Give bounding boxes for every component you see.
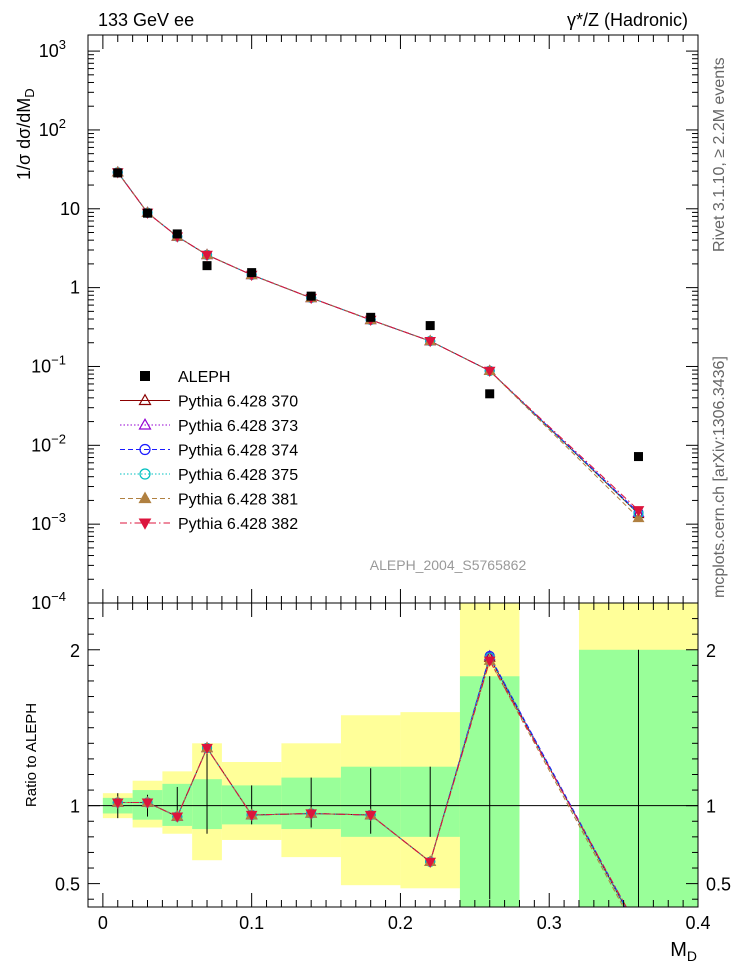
series-line-2 bbox=[117, 172, 639, 513]
ratio-ticks: 0 0.1 0.2 0.3 0.4 0.5 0.5 1 1 2 2 bbox=[55, 603, 731, 933]
legend-label-4: Pythia 6.428 375 bbox=[178, 467, 298, 484]
legend: ALEPH Pythia 6.428 370 Pythia 6.428 373 Pyt… bbox=[120, 369, 298, 533]
series-5-point-9 bbox=[632, 506, 645, 517]
main-y-ticks: 10−4 10−3 10−2 10−1 1 10 102 103 bbox=[31, 37, 698, 613]
series-line-0 bbox=[117, 172, 639, 515]
ratio-x-tick-label-2: 0.2 bbox=[388, 913, 413, 933]
ratio-frame bbox=[87, 602, 699, 908]
ratio-line-5 bbox=[117, 659, 627, 907]
main-y-tick-label-4: 1 bbox=[70, 278, 80, 298]
legend-label-1: Pythia 6.428 370 bbox=[178, 394, 298, 411]
ratio-series-5-point-7 bbox=[424, 857, 437, 868]
legend-marker-4 bbox=[139, 468, 151, 480]
legend-marker-6 bbox=[138, 518, 152, 530]
data-point-6 bbox=[366, 312, 376, 322]
main-y-tick-label-2: 10−2 bbox=[31, 431, 66, 455]
data-point-3 bbox=[202, 261, 212, 271]
ratio-x-tick-label-1: 0.1 bbox=[239, 913, 264, 933]
ratio-x-tick-label-4: 0.4 bbox=[685, 913, 710, 933]
ratio-series-5-point-1 bbox=[141, 798, 154, 809]
legend-label-5: Pythia 6.428 381 bbox=[178, 492, 298, 509]
ratio-series-5-point-4 bbox=[245, 810, 258, 822]
main-y-tick-label-6: 102 bbox=[39, 116, 66, 140]
main-marks bbox=[111, 165, 645, 523]
data-point-8 bbox=[485, 389, 495, 399]
main-y-tick-label-3: 10−1 bbox=[31, 352, 66, 376]
ratio-panel: 0 0.1 0.2 0.3 0.4 0.5 0.5 1 1 2 2 Ratio to ALEPH M… bbox=[23, 602, 731, 964]
legend-entry-6: Pythia 6.428 382 bbox=[120, 516, 298, 533]
header-right: γ*/Z (Hadronic) bbox=[567, 10, 688, 30]
legend-entry-4: Pythia 6.428 375 bbox=[120, 467, 298, 484]
ratio-bands bbox=[88, 603, 698, 907]
ratio-series-5-point-2 bbox=[171, 812, 184, 823]
legend-entry-1: Pythia 6.428 370 bbox=[120, 394, 298, 411]
ratio-y-tick-label-2: 2 bbox=[70, 641, 80, 661]
legend-label-6: Pythia 6.428 382 bbox=[178, 516, 298, 533]
legend-label-2: Pythia 6.428 373 bbox=[178, 418, 298, 435]
ratio-series-5-point-8 bbox=[483, 656, 496, 667]
ratio-y-tick-label-right-1: 1 bbox=[706, 797, 716, 817]
data-point-5 bbox=[306, 291, 316, 301]
legend-marker-0 bbox=[140, 371, 150, 381]
ratio-y-tick-label-0: 0.5 bbox=[55, 875, 80, 895]
data-point-4 bbox=[247, 268, 257, 278]
series-5-point-8 bbox=[483, 366, 496, 378]
ratio-series-5-point-3 bbox=[201, 743, 213, 755]
legend-marker-2 bbox=[138, 418, 152, 430]
data-point-7 bbox=[425, 321, 435, 331]
series-5-point-7 bbox=[424, 336, 437, 348]
series-line-3 bbox=[117, 172, 639, 515]
main-y-tick-label-5: 10 bbox=[60, 199, 80, 219]
ratio-x-tick-label-3: 0.3 bbox=[537, 913, 562, 933]
main-y-tick-label-0: 10−4 bbox=[31, 589, 66, 613]
rivet-label: Rivet 3.1.10, ≥ 2.2M events bbox=[711, 57, 728, 252]
x-axis-label: MD bbox=[670, 939, 697, 964]
series-line-5 bbox=[117, 172, 639, 511]
data-point-0 bbox=[113, 168, 123, 178]
data-point-9 bbox=[633, 452, 643, 462]
ratio-y-tick-label-right-2: 2 bbox=[706, 641, 716, 661]
legend-marker-1 bbox=[138, 393, 152, 406]
main-x-ticks bbox=[102, 35, 699, 603]
analysis-watermark: ALEPH_2004_S5765862 bbox=[370, 557, 527, 573]
mcplots-label: mcplots.cern.ch [arXiv:1306.3436] bbox=[711, 356, 728, 598]
legend-entry-0: ALEPH bbox=[140, 369, 230, 386]
series-5-point-3 bbox=[201, 250, 213, 262]
data-point-1 bbox=[143, 208, 153, 218]
main-y-axis-label: 1/σ dσ/dMD bbox=[14, 88, 37, 180]
ratio-series-5-point-0 bbox=[111, 798, 124, 809]
ratio-series-5-point-6 bbox=[364, 810, 377, 822]
main-y-tick-label-1: 10−3 bbox=[31, 510, 66, 534]
legend-entry-2: Pythia 6.428 373 bbox=[120, 418, 298, 435]
ratio-y-axis-label: Ratio to ALEPH bbox=[23, 703, 40, 807]
ratio-series-5-point-5 bbox=[305, 809, 317, 820]
legend-marker-5 bbox=[138, 491, 152, 504]
ratio-x-tick-label-0: 0 bbox=[98, 913, 108, 933]
data-point-2 bbox=[172, 229, 182, 239]
ratio-y-tick-label-right-0: 0.5 bbox=[706, 875, 731, 895]
series-line-1 bbox=[117, 172, 639, 513]
legend-label-0: ALEPH bbox=[178, 369, 230, 386]
series-4-point-9 bbox=[632, 511, 645, 523]
legend-entry-3: Pythia 6.428 374 bbox=[120, 443, 298, 460]
legend-label-3: Pythia 6.428 374 bbox=[178, 443, 298, 460]
ratio-y-tick-label-1: 1 bbox=[70, 797, 80, 817]
legend-marker-3 bbox=[139, 443, 151, 456]
ratio-marks bbox=[111, 649, 639, 907]
header-left: 133 GeV ee bbox=[98, 10, 194, 30]
main-y-tick-label-7: 103 bbox=[39, 37, 66, 61]
legend-entry-5: Pythia 6.428 381 bbox=[120, 492, 298, 509]
main-panel: 10−4 10−3 10−2 10−1 1 10 102 103 ALEPH_2004_S57… bbox=[14, 34, 699, 613]
